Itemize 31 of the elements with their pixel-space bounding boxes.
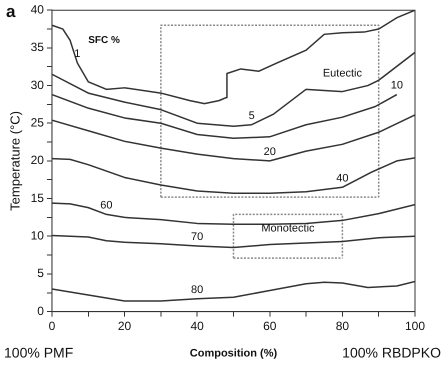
y-tick-label: 30 [30, 78, 44, 92]
annotation: Eutectic [322, 68, 362, 80]
y-tick-label: 20 [30, 153, 44, 168]
y-tick-label: 35 [30, 40, 44, 54]
text: 100% RBDPKO [342, 344, 442, 360]
text: 100% PMF [4, 344, 74, 360]
y-tick-label: 0 [37, 304, 44, 318]
y-tick-label: 40 [30, 2, 44, 17]
x-axis-title: Composition (%) [190, 348, 278, 360]
y-tick-label: 15 [30, 190, 44, 205]
y-tick-label: 5 [37, 266, 44, 280]
annotation: SFC % [88, 35, 120, 46]
x-tick-label: 0 [48, 319, 56, 334]
annotation: Monotectic [261, 222, 316, 235]
annotation: 1 [74, 48, 80, 60]
annotation: 40 [336, 172, 349, 184]
x-tick-label: 80 [336, 319, 350, 334]
y-axis-title: Temperature (°C) [7, 110, 22, 211]
x-tick-label: 20 [118, 319, 132, 334]
y-tick-label: 10 [30, 228, 44, 243]
y-tick-label: 25 [30, 116, 44, 130]
text: a [6, 2, 16, 21]
x-tick-label: 40 [190, 319, 204, 334]
annotation: 70 [191, 231, 204, 244]
x-tick-label: 60 [263, 319, 277, 334]
annotation: 10 [390, 80, 403, 92]
annotation: 5 [248, 110, 255, 122]
annotation: 80 [191, 284, 204, 296]
annotation: 20 [264, 146, 276, 158]
annotation: 60 [100, 199, 113, 212]
x-tick-label: 100 [404, 319, 426, 334]
